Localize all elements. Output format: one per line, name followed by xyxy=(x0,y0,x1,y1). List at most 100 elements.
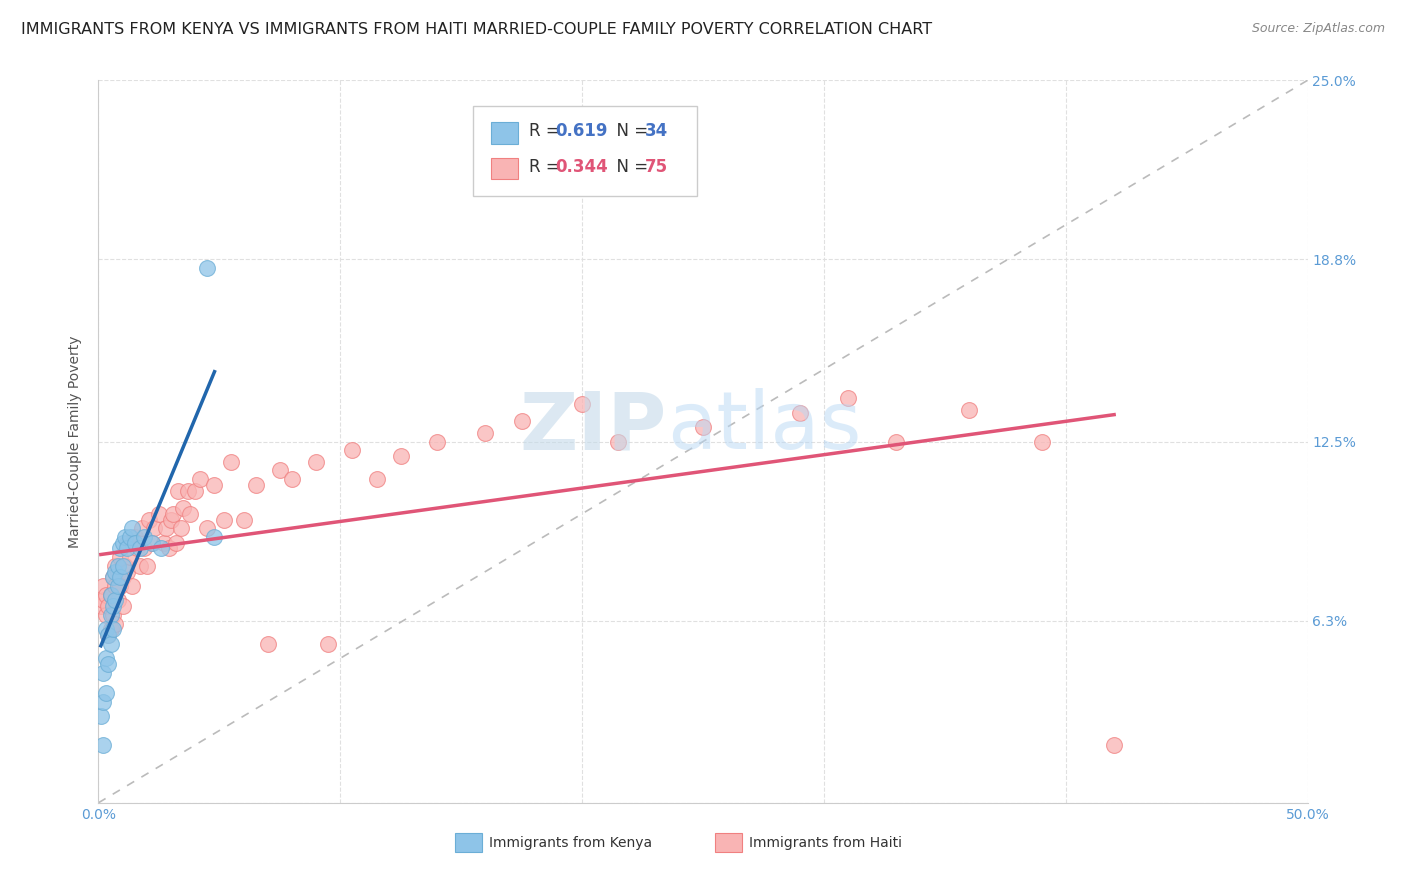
Point xyxy=(474,425,496,440)
Point xyxy=(155,521,177,535)
Point xyxy=(188,472,211,486)
Point xyxy=(97,628,120,642)
Point xyxy=(94,588,117,602)
Point xyxy=(91,579,114,593)
Point xyxy=(169,521,191,535)
Point xyxy=(212,512,235,526)
Point xyxy=(305,455,328,469)
Point xyxy=(128,541,150,556)
Point xyxy=(104,579,127,593)
Point xyxy=(107,579,129,593)
Point xyxy=(124,530,146,544)
Point xyxy=(184,483,207,498)
Point xyxy=(607,434,630,449)
Point xyxy=(91,665,114,680)
Point xyxy=(1031,434,1053,449)
Point xyxy=(366,472,388,486)
Point xyxy=(114,558,136,573)
Y-axis label: Married-Couple Family Poverty: Married-Couple Family Poverty xyxy=(69,335,83,548)
Point xyxy=(165,535,187,549)
Point xyxy=(108,550,131,565)
Point xyxy=(124,535,146,549)
Point xyxy=(245,478,267,492)
Point xyxy=(108,570,131,584)
Bar xyxy=(716,833,742,852)
Point xyxy=(342,443,364,458)
Point xyxy=(100,607,122,622)
Text: 75: 75 xyxy=(645,158,668,176)
Point xyxy=(108,579,131,593)
Point xyxy=(117,541,139,556)
Point xyxy=(316,637,339,651)
Point xyxy=(100,588,122,602)
Point xyxy=(221,455,243,469)
Point xyxy=(121,579,143,593)
Text: 0.619: 0.619 xyxy=(555,122,607,140)
Point xyxy=(100,623,122,637)
Point xyxy=(108,541,131,556)
Text: 34: 34 xyxy=(645,122,668,140)
Point xyxy=(101,599,124,614)
Point xyxy=(172,501,194,516)
Point xyxy=(232,512,254,526)
Point xyxy=(134,530,156,544)
Point xyxy=(104,565,127,579)
Point xyxy=(692,420,714,434)
Point xyxy=(148,507,170,521)
Point xyxy=(104,616,127,631)
Point xyxy=(256,637,278,651)
Point xyxy=(177,483,200,498)
Point xyxy=(131,521,153,535)
Point xyxy=(94,651,117,665)
Point xyxy=(886,434,908,449)
Point xyxy=(128,558,150,573)
Point xyxy=(111,535,134,549)
Text: 0.344: 0.344 xyxy=(555,158,609,176)
Point xyxy=(426,434,449,449)
Bar xyxy=(456,833,482,852)
Point xyxy=(100,637,122,651)
Point xyxy=(91,593,114,607)
Point xyxy=(121,535,143,549)
Point xyxy=(127,541,149,556)
Point xyxy=(957,402,980,417)
Point xyxy=(117,565,139,579)
Point xyxy=(141,535,163,549)
Point xyxy=(117,535,139,549)
Text: atlas: atlas xyxy=(666,388,860,467)
Text: Immigrants from Kenya: Immigrants from Kenya xyxy=(489,836,652,849)
Point xyxy=(104,593,127,607)
Point xyxy=(94,623,117,637)
Point xyxy=(94,607,117,622)
Bar xyxy=(492,122,517,144)
Point xyxy=(152,535,174,549)
Point xyxy=(94,686,117,700)
Point xyxy=(101,607,124,622)
Point xyxy=(138,512,160,526)
Point xyxy=(204,478,226,492)
Point xyxy=(97,657,120,671)
FancyBboxPatch shape xyxy=(474,105,697,196)
Point xyxy=(111,599,134,614)
Text: Immigrants from Haiti: Immigrants from Haiti xyxy=(749,836,901,849)
Point xyxy=(100,588,122,602)
Point xyxy=(118,550,141,565)
Point xyxy=(1102,738,1125,752)
Point xyxy=(195,261,218,276)
Point xyxy=(101,570,124,584)
Point xyxy=(179,507,201,521)
Point xyxy=(101,623,124,637)
Text: Source: ZipAtlas.com: Source: ZipAtlas.com xyxy=(1251,22,1385,36)
Text: N =: N = xyxy=(606,158,654,176)
Point xyxy=(150,541,173,556)
Point xyxy=(141,535,163,549)
Point xyxy=(789,406,811,420)
Point xyxy=(167,483,190,498)
Point xyxy=(114,530,136,544)
Point xyxy=(571,397,593,411)
Point xyxy=(97,628,120,642)
Point xyxy=(111,570,134,584)
Point xyxy=(97,599,120,614)
Point xyxy=(91,738,114,752)
Point xyxy=(389,449,412,463)
